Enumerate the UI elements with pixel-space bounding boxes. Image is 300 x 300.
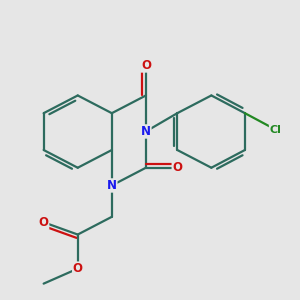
Text: Cl: Cl [269,124,281,134]
Text: N: N [141,125,151,138]
Text: O: O [172,161,182,174]
Text: O: O [73,262,83,275]
Text: O: O [141,59,151,72]
Text: N: N [107,179,117,192]
Text: O: O [39,216,49,229]
